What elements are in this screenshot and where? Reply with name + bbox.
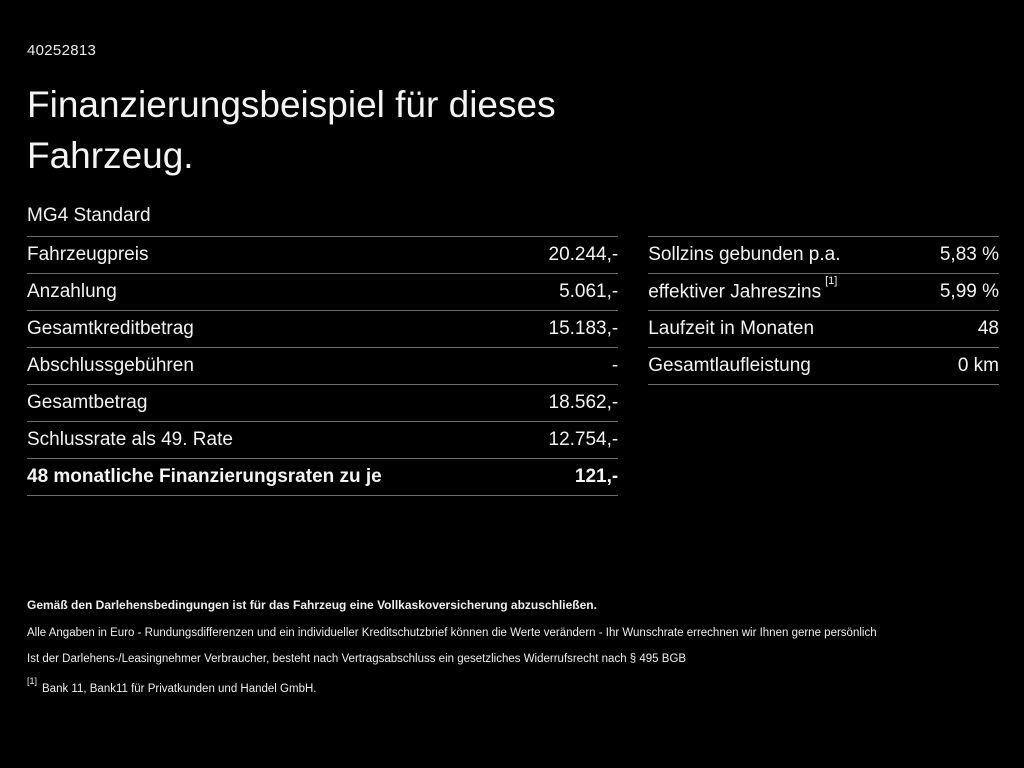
row-value: 121,- [574, 466, 619, 488]
table-row-monthly-rate: 48 monatliche Finanzierungsraten zu je 1… [27, 459, 619, 497]
vehicle-model-label: MG4 Standard [27, 205, 151, 227]
row-label: Sollzins gebunden p.a. [648, 244, 841, 266]
table-row: Anzahlung 5.061,- [27, 274, 619, 312]
table-row: Gesamtlaufleistung 0 km [648, 348, 999, 386]
row-value: 20.244,- [548, 244, 619, 266]
table-row: Schlussrate als 49. Rate 12.754,- [27, 422, 619, 460]
row-label: Gesamtlaufleistung [648, 355, 811, 377]
insurance-note: Gemäß den Darlehensbedingungen ist für d… [27, 598, 597, 612]
table-row: Laufzeit in Monaten 48 [648, 311, 999, 349]
row-label: Abschlussgebühren [27, 355, 194, 377]
financing-cost-table: Fahrzeugpreis 20.244,- Anzahlung 5.061,-… [27, 236, 619, 497]
footnote-reference: [1] Bank 11, Bank11 für Privatkunden und … [27, 676, 999, 696]
footnote-ref-marker: [1] [27, 676, 38, 687]
row-label-text: effektiver Jahreszins [648, 281, 822, 303]
row-label: Laufzeit in Monaten [648, 318, 815, 340]
row-value: 0 km [957, 355, 999, 377]
page-title: Finanzierungsbeispiel für dieses Fahrzeu… [27, 84, 556, 177]
row-label: Anzahlung [27, 281, 117, 303]
footnotes: Gemäß den Darlehensbedingungen ist für d… [27, 598, 999, 695]
row-label: 48 monatliche Finanzierungsraten zu je [27, 466, 382, 488]
row-label: effektiver Jahreszins[1] [648, 275, 837, 303]
table-row: Gesamtbetrag 18.562,- [27, 385, 619, 423]
row-value: 48 [977, 318, 999, 340]
table-row: Fahrzeugpreis 20.244,- [27, 237, 619, 275]
row-value: 5,99 % [939, 281, 999, 303]
footnote-marker: [1] [825, 274, 838, 287]
document-id: 40252813 [27, 42, 97, 59]
table-row: Gesamtkreditbetrag 15.183,- [27, 311, 619, 349]
row-label: Gesamtkreditbetrag [27, 318, 194, 340]
row-value: 18.562,- [548, 392, 619, 414]
row-label: Schlussrate als 49. Rate [27, 429, 233, 451]
row-value: 12.754,- [548, 429, 619, 451]
row-label: Gesamtbetrag [27, 392, 148, 414]
footnote-ref-text: Bank 11, Bank11 für Privatkunden und Han… [42, 683, 317, 696]
disclaimer-line-1: Alle Angaben in Euro - Rundungsdifferenz… [27, 627, 877, 639]
row-value: 5,83 % [939, 244, 999, 266]
table-row: Abschlussgebühren - [27, 348, 619, 386]
row-value: 15.183,- [548, 318, 619, 340]
financing-conditions-table: Sollzins gebunden p.a. 5,83 % effektiver… [648, 236, 999, 386]
row-label: Fahrzeugpreis [27, 244, 149, 266]
row-value: 5.061,- [559, 281, 619, 303]
row-value: - [611, 355, 619, 377]
table-row: Sollzins gebunden p.a. 5,83 % [648, 237, 999, 275]
financing-tables: Fahrzeugpreis 20.244,- Anzahlung 5.061,-… [27, 236, 999, 497]
table-row: effektiver Jahreszins[1] 5,99 % [648, 274, 999, 312]
disclaimer-line-2: Ist der Darlehens-/Leasingnehmer Verbrau… [27, 652, 687, 665]
